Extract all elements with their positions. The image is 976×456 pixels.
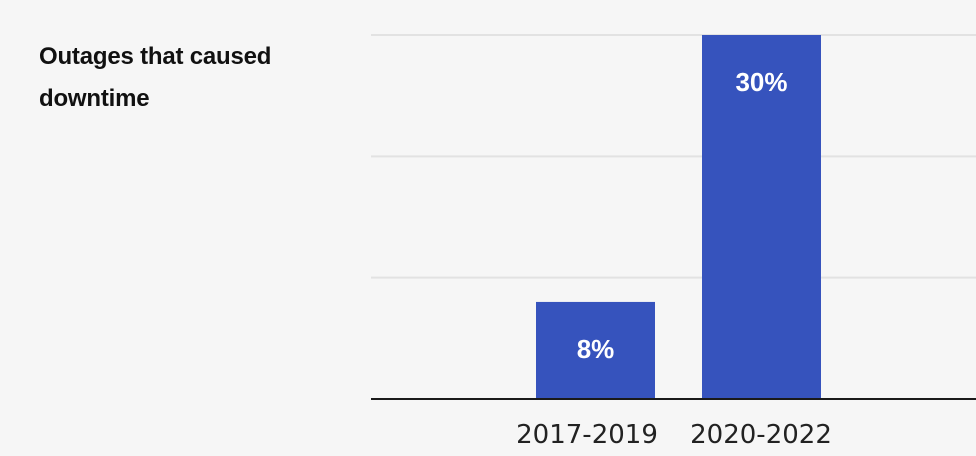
chart-title: Outages that caused downtime: [39, 43, 272, 112]
bar-value-label: 30%: [735, 67, 787, 97]
bar-2017-2019: [536, 301, 655, 399]
data-labels: 8% 30%: [577, 67, 788, 364]
x-tick-label: 2017-2019: [516, 420, 658, 450]
x-axis-tick-labels: 2017-2019 2020-2022: [516, 420, 832, 450]
gridlines: [371, 34, 976, 279]
bar-value-label: 8%: [577, 334, 615, 364]
bar-series: [536, 35, 821, 399]
bar-2020-2022: [702, 35, 821, 399]
x-tick-label: 2020-2022: [690, 420, 832, 450]
